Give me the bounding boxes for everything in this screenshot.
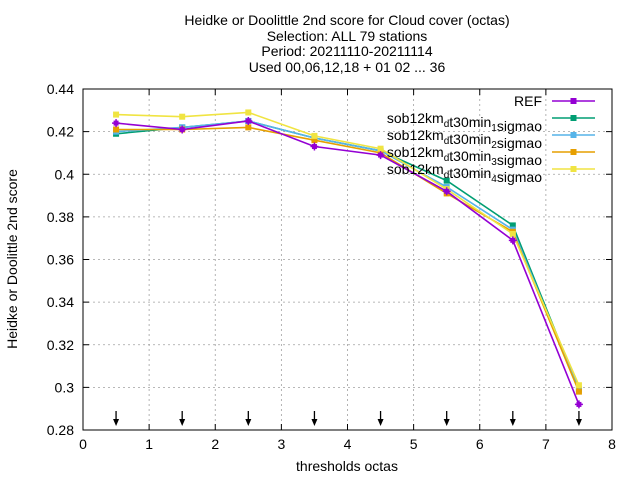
legend-swatch-marker (570, 98, 577, 104)
data-point (179, 126, 185, 132)
data-point (311, 137, 318, 144)
x-tick-label: 7 (542, 436, 550, 452)
chart-title: Heidke or Doolittle 2nd score for Cloud … (184, 12, 509, 75)
y-tick-label: 0.28 (47, 422, 74, 438)
threshold-arrow-head (443, 419, 450, 426)
legend-label: sob12kmdt30min2sigmao (387, 127, 542, 151)
threshold-arrow (509, 411, 516, 426)
y-tick-label: 0.3 (55, 379, 75, 395)
legend: REFsob12kmdt30min1sigmaosob12kmdt30min2s… (387, 93, 595, 185)
data-point (576, 401, 582, 407)
axis-ticks: 0 1 2 3 4 5 6 7 8 0.28 0.3 0.32 0.34 0.36 0.38 0.4 0.42 0… (47, 81, 616, 452)
data-point (378, 152, 384, 158)
threshold-arrow (311, 411, 318, 426)
data-point (444, 188, 450, 194)
data-point (575, 382, 582, 389)
x-tick-label: 3 (277, 436, 285, 452)
data-point (179, 113, 186, 120)
legend-label: sob12kmdt30min3sigmao (387, 144, 542, 168)
series-line (116, 120, 580, 390)
y-tick-label: 0.32 (47, 337, 74, 353)
legend-label: sob12kmdt30min4sigmao (387, 161, 542, 185)
y-tick-label: 0.4 (55, 166, 75, 182)
legend-entry-1: REF (514, 93, 595, 109)
chart-title-line-1: Heidke or Doolittle 2nd score for Cloud … (184, 12, 509, 28)
legend-swatch-marker (570, 132, 577, 138)
data-point (509, 222, 516, 229)
threshold-arrow-head (113, 419, 120, 426)
threshold-arrow-head (179, 419, 186, 426)
x-tick-label: 6 (476, 436, 484, 452)
threshold-arrow (179, 411, 186, 426)
x-tick-label: 8 (608, 436, 616, 452)
threshold-arrow-head (509, 419, 516, 426)
threshold-arrow (245, 411, 252, 426)
threshold-arrow (113, 411, 120, 426)
series-line (116, 126, 580, 392)
threshold-arrow (443, 411, 450, 426)
threshold-arrow-head (575, 419, 582, 426)
legend-swatch-marker (570, 149, 577, 155)
legend-entry-3: sob12kmdt30min2sigmao (387, 127, 595, 151)
data-point (509, 230, 516, 237)
x-tick-label: 5 (410, 436, 418, 452)
legend-entry-4: sob12kmdt30min3sigmao (387, 144, 595, 168)
x-tick-label: 1 (145, 436, 153, 452)
y-tick-label: 0.44 (47, 81, 74, 97)
y-tick-label: 0.38 (47, 209, 74, 225)
series-line (116, 111, 580, 386)
legend-label: REF (514, 93, 542, 109)
y-tick-label: 0.42 (47, 124, 74, 140)
data-point (113, 120, 119, 126)
data-point (510, 237, 516, 243)
legend-entry-5: sob12kmdt30min4sigmao (387, 161, 595, 185)
data-point (377, 145, 384, 152)
threshold-arrow-head (377, 419, 384, 426)
x-tick-label: 4 (344, 436, 352, 452)
data-point (311, 144, 317, 150)
threshold-arrow-head (311, 419, 318, 426)
threshold-arrow (377, 411, 384, 426)
data-point (113, 126, 120, 133)
threshold-arrows (113, 411, 582, 426)
legend-entry-2: sob12kmdt30min1sigmao (387, 110, 595, 134)
threshold-arrow-head (245, 419, 252, 426)
x-tick-label: 2 (211, 436, 219, 452)
chart-title-line-4: Used 00,06,12,18 + 01 02 ... 36 (249, 59, 446, 75)
legend-label: sob12kmdt30min1sigmao (387, 110, 542, 134)
data-point (245, 109, 252, 116)
data-point (245, 124, 252, 131)
y-axis-label: Heidke or Doolittle 2nd score (4, 169, 20, 349)
data-point (113, 111, 120, 118)
legend-swatch-marker (570, 166, 577, 172)
data-point (443, 177, 450, 184)
y-tick-label: 0.34 (47, 294, 74, 310)
data-point (245, 118, 251, 124)
legend-swatch-marker (570, 115, 577, 121)
data-point (575, 388, 582, 395)
series-layer (112, 109, 583, 409)
series-1 (112, 116, 583, 409)
chart-title-line-2: Selection: ALL 79 stations (267, 28, 428, 44)
series-line (116, 120, 580, 405)
chart-title-line-3: Period: 20211110-20211114 (261, 43, 432, 59)
x-axis-label: thresholds octas (296, 458, 398, 474)
y-tick-label: 0.36 (47, 252, 74, 268)
threshold-arrow (575, 411, 582, 426)
x-tick-label: 0 (79, 436, 87, 452)
data-point (311, 132, 318, 139)
